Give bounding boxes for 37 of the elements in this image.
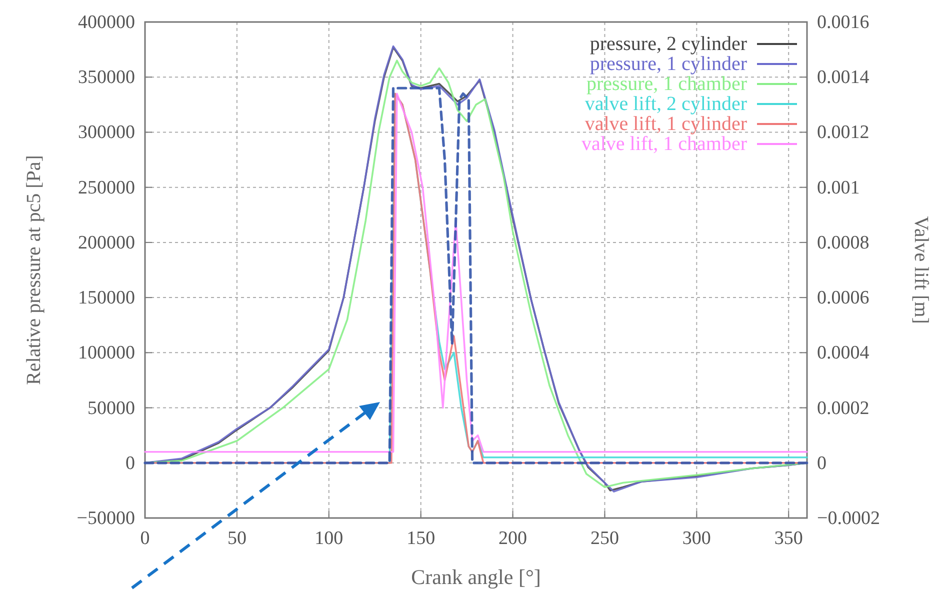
y2-tick-label: 0.0002 bbox=[817, 398, 870, 419]
x-tick-label: 50 bbox=[227, 528, 246, 549]
x-tick-label: 350 bbox=[774, 528, 803, 549]
y2-tick-label: 0.0016 bbox=[817, 12, 870, 33]
y-tick-label: 100000 bbox=[78, 342, 135, 364]
y-tick-label: 400000 bbox=[78, 12, 135, 33]
y-tick-label: 150000 bbox=[78, 288, 135, 309]
x-tick-label: 150 bbox=[406, 528, 436, 549]
y-tick-label: 0 bbox=[126, 452, 135, 474]
y-tick-label: 350000 bbox=[78, 67, 135, 88]
y2-tick-label: 0.0012 bbox=[817, 122, 870, 144]
x-tick-label: 250 bbox=[590, 528, 619, 549]
y-axis-title: Relative pressure at pc5 [Pa] bbox=[23, 155, 45, 385]
y-tick-label: 50000 bbox=[88, 398, 135, 419]
y2-tick-label: 0 bbox=[817, 452, 826, 474]
y-tick-label: −50000 bbox=[76, 508, 135, 529]
y2-tick-label: 0.0008 bbox=[817, 232, 870, 254]
y2-tick-label: 0.001 bbox=[817, 177, 860, 198]
x-axis-title: Crank angle [°] bbox=[411, 565, 541, 589]
y2-axis-title: Valve lift [m] bbox=[910, 216, 932, 324]
legend-label: valve lift, 1 cylinder bbox=[584, 113, 748, 135]
legend-label: pressure, 2 cylinder bbox=[590, 33, 748, 55]
y2-tick-label: 0.0014 bbox=[817, 67, 870, 88]
x-tick-label: 0 bbox=[140, 528, 150, 549]
legend-label: pressure, 1 chamber bbox=[586, 73, 748, 95]
y2-tick-label: 0.0004 bbox=[817, 342, 870, 364]
y2-tick-label: 0.0006 bbox=[817, 288, 870, 309]
x-tick-label: 200 bbox=[498, 528, 528, 549]
x-tick-label: 300 bbox=[682, 528, 711, 549]
legend-label: pressure, 1 cylinder bbox=[590, 53, 748, 75]
x-tick-label: 100 bbox=[314, 528, 344, 549]
legend-label: valve lift, 1 chamber bbox=[582, 133, 748, 155]
y-tick-label: 200000 bbox=[78, 232, 135, 254]
legend-label: valve lift, 2 cylinder bbox=[584, 93, 748, 115]
y-tick-label: 300000 bbox=[78, 122, 135, 144]
y-tick-label: 250000 bbox=[78, 177, 135, 198]
y2-tick-label: −0.0002 bbox=[817, 508, 880, 529]
